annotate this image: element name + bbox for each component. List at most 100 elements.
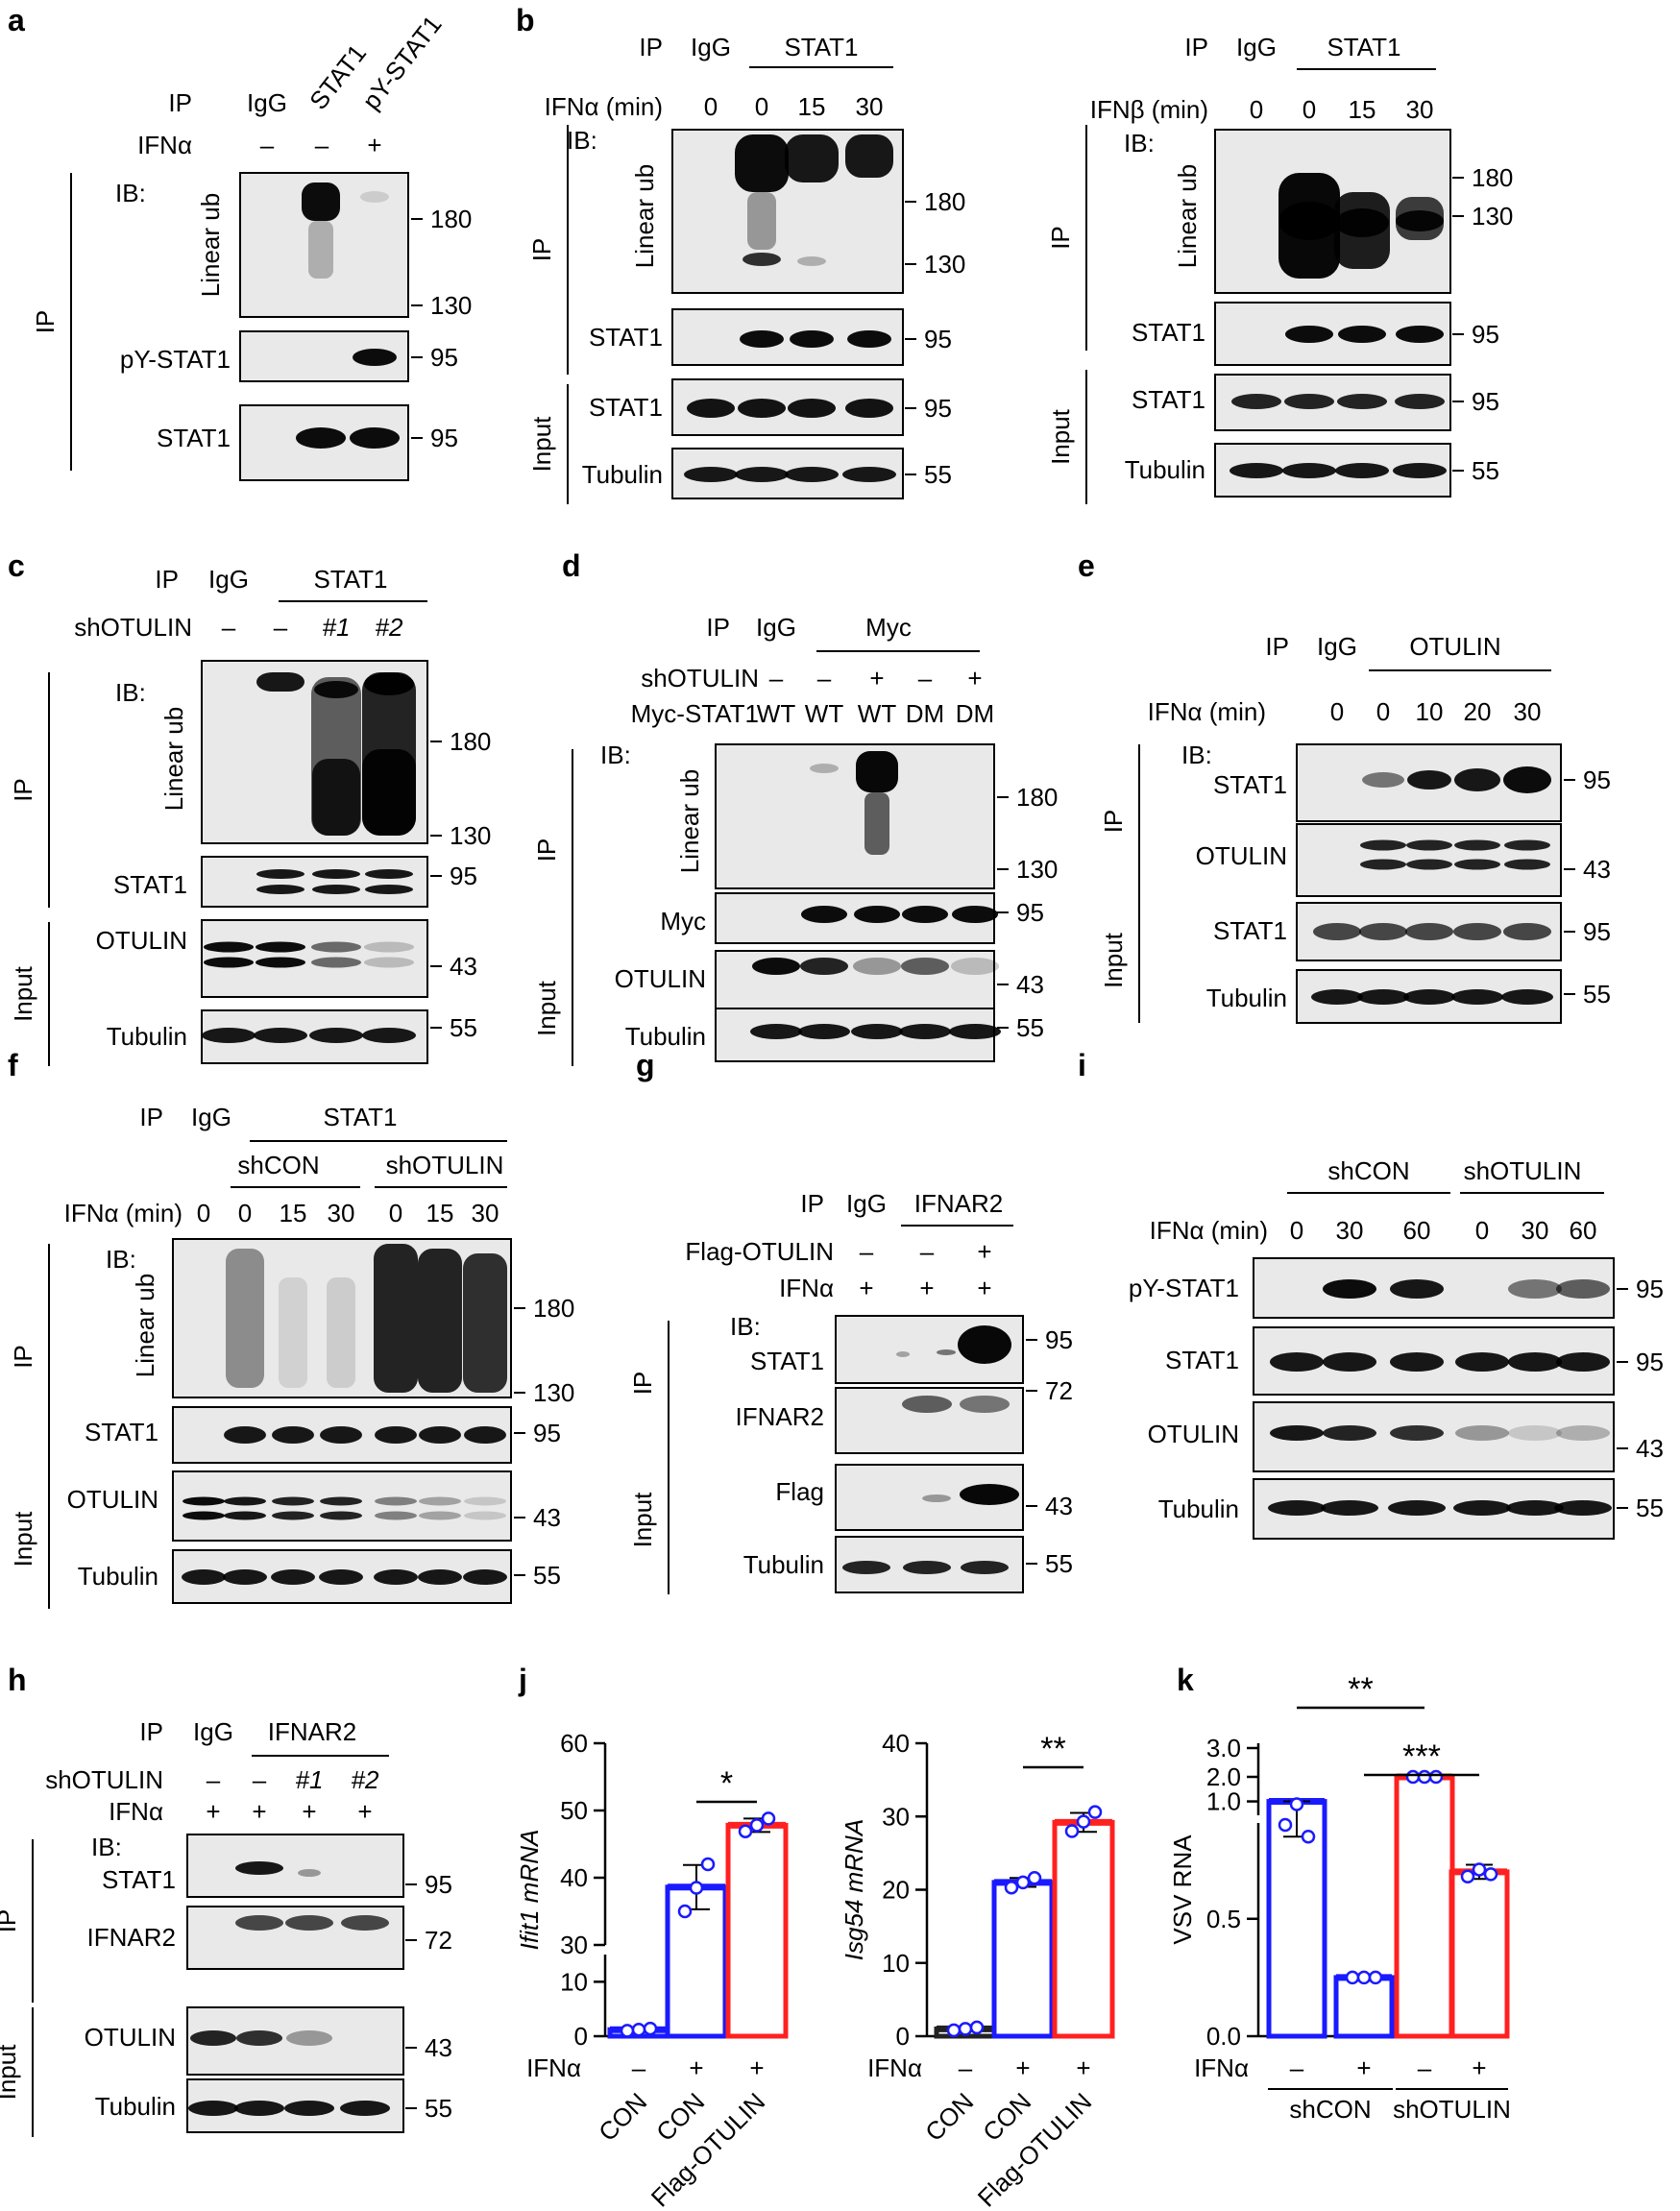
data-point [620, 2024, 635, 2038]
side-label: Input [9, 965, 37, 1022]
blot-band [1508, 1425, 1562, 1441]
label: IgG [193, 1717, 233, 1746]
mw-marker: 55 [924, 460, 952, 489]
label: IFNAR2 [736, 1402, 824, 1431]
label: Tubulin [743, 1550, 824, 1579]
bar [1333, 1975, 1395, 2039]
side-label: IP [0, 1909, 21, 1933]
label: shCON [1327, 1156, 1409, 1185]
label: IB: [115, 179, 146, 207]
blot-band [1362, 772, 1404, 788]
blot-band [320, 1496, 362, 1506]
ifn-value: – [632, 2053, 646, 2082]
blot-band [1393, 463, 1447, 478]
blot-band [735, 467, 789, 482]
blot-band [464, 1496, 506, 1506]
label: pY-STAT1 [120, 345, 231, 374]
blot-band [1282, 463, 1336, 478]
blot-band [419, 1496, 461, 1506]
blot-band [190, 2030, 236, 2046]
label: IFNα (min) [1148, 697, 1266, 726]
blot-band [851, 1024, 903, 1039]
data-point [1483, 1867, 1498, 1882]
label: Tubulin [1158, 1494, 1239, 1523]
label: – [207, 1765, 221, 1794]
label: IP [168, 88, 192, 117]
significance-star: *** [1402, 1738, 1441, 1775]
blot-band [1453, 923, 1501, 940]
label: Flag [775, 1477, 824, 1506]
blot-band [272, 1426, 314, 1444]
blot-band [1390, 1279, 1444, 1299]
blot-band [183, 1496, 225, 1506]
data-point [946, 2023, 962, 2038]
label: Myc [660, 907, 706, 935]
panel-letter: d [562, 548, 581, 583]
mw-marker: 95 [1472, 387, 1499, 416]
blot-band [842, 467, 896, 482]
label: STAT1 [1165, 1346, 1239, 1374]
y-tick-label: 10 [560, 1967, 588, 1996]
label: 0 [197, 1199, 210, 1227]
label: 0 [1330, 697, 1344, 726]
blot-smear [845, 134, 893, 178]
label: IFNα [779, 1274, 834, 1302]
ifn-label: IFNα [1194, 2053, 1249, 2082]
label: 0 [1250, 95, 1263, 124]
blot-band [1454, 768, 1500, 791]
blot-band [853, 958, 901, 975]
label: IB: [600, 741, 631, 769]
blot-band [1335, 463, 1389, 478]
label: Flag-OTULIN [685, 1237, 834, 1266]
blot-band [1453, 1500, 1511, 1516]
blot-band [1396, 326, 1444, 343]
label: 10 [1416, 697, 1444, 726]
blot-band [365, 869, 413, 879]
blot-band [364, 957, 414, 968]
panel-letter: i [1078, 1048, 1086, 1082]
blot-band [284, 2101, 334, 2116]
blot-band [353, 349, 397, 366]
blot-band [375, 1426, 417, 1444]
blot-band [1407, 770, 1451, 790]
label: Tubulin [1206, 984, 1287, 1012]
y-tick-label: 3.0 [1206, 1734, 1241, 1762]
label: Linear ub [630, 164, 659, 268]
blot-band [224, 1496, 266, 1506]
data-point [1278, 1817, 1293, 1833]
label: shCON [237, 1151, 319, 1179]
blot-band [1454, 839, 1500, 851]
mw-marker: 43 [425, 2033, 452, 2062]
label: IgG [846, 1189, 887, 1218]
panel-b-right: IP IgG STAT1 IFNβ (min) 0 0 15 30 IB: Linear ub 18… [1046, 33, 1513, 504]
label: + [869, 664, 884, 692]
blot-frame [715, 892, 995, 944]
panel-c: c IP IgG STAT1 shOTULIN – – #1 #2 IB: Linear ub 180… [8, 548, 491, 1066]
side-label: Input [0, 2044, 21, 2101]
label: IB: [1124, 129, 1155, 158]
ifn-value: – [1418, 2053, 1432, 2082]
label: IFNα [137, 131, 192, 159]
label: DM [956, 699, 994, 728]
blot-band [949, 1024, 1001, 1039]
label: 30 [328, 1199, 355, 1227]
blot-frame [715, 950, 995, 1014]
significance-star: ** [1348, 1671, 1373, 1708]
label: – [274, 613, 288, 642]
label: IB: [1181, 741, 1212, 769]
blot-smear [302, 182, 340, 221]
blot-band [362, 1028, 416, 1043]
mw-marker: 95 [1636, 1275, 1664, 1303]
blot-band [1454, 859, 1500, 870]
mw-marker: 55 [450, 1013, 477, 1042]
blot-band [311, 957, 361, 968]
data-point [738, 1824, 753, 1838]
panel-letter: b [516, 3, 535, 37]
label: Linear ub [675, 769, 704, 873]
label: 0 [389, 1199, 402, 1227]
blot-band [298, 1869, 321, 1877]
label: 30 [1522, 1216, 1549, 1245]
side-label: IP [527, 238, 556, 262]
